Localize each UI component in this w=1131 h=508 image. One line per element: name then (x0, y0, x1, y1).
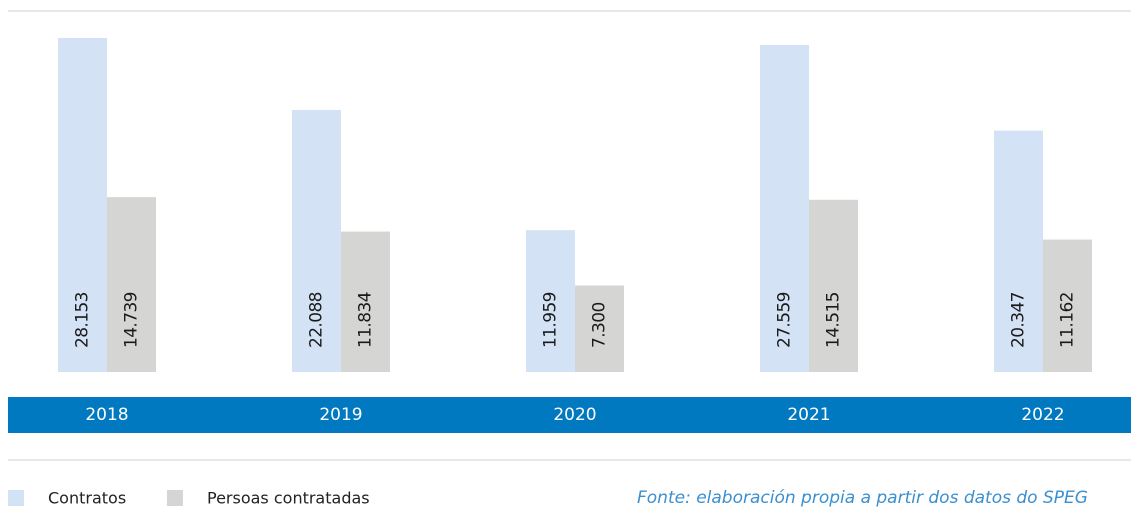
bar (1043, 239, 1092, 372)
bar (58, 38, 107, 372)
value-label: 11.162 (1058, 292, 1078, 348)
value-label: 22.088 (307, 292, 327, 348)
bar (809, 199, 858, 372)
value-label: 27.559 (775, 292, 795, 348)
value-label: 11.834 (356, 292, 376, 348)
x-tick-label: 2021 (787, 405, 830, 425)
value-label: 14.515 (824, 292, 844, 348)
bar (994, 130, 1043, 372)
value-label: 7.300 (590, 302, 610, 348)
x-tick-label: 2019 (319, 405, 362, 425)
x-tick-label: 2022 (1021, 405, 1064, 425)
x-tick-label: 2018 (85, 405, 128, 425)
bar (292, 109, 341, 372)
legend-swatch (8, 490, 24, 506)
value-label: 20.347 (1009, 292, 1029, 348)
bar (575, 285, 624, 372)
legend-label: Persoas contratadas (207, 489, 370, 508)
bar (760, 45, 809, 373)
value-label: 11.959 (541, 292, 561, 348)
bar (107, 197, 156, 372)
category-band (8, 397, 1131, 433)
bar (341, 231, 390, 372)
value-label: 14.739 (122, 292, 142, 348)
source-note: Fonte: elaboración propia a partir dos d… (637, 488, 1088, 508)
legend-label: Contratos (48, 489, 126, 508)
legend-swatch (167, 490, 183, 506)
value-label: 28.153 (73, 292, 93, 348)
x-tick-label: 2020 (553, 405, 596, 425)
bar (526, 230, 575, 372)
